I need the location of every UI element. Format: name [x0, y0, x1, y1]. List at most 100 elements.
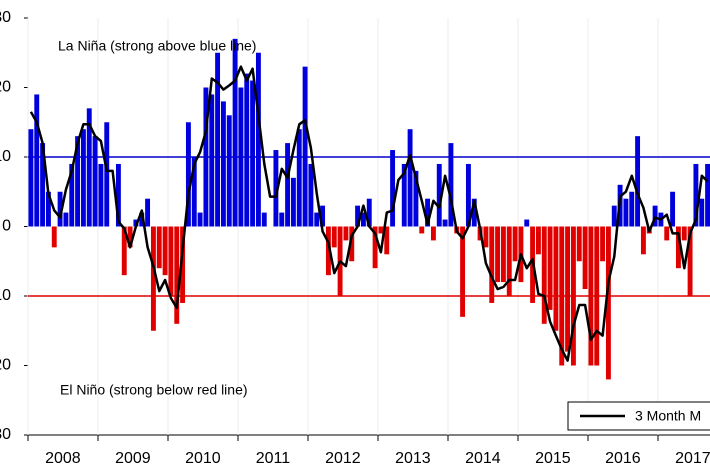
bar — [355, 205, 361, 227]
bar — [600, 226, 606, 262]
bar — [500, 226, 506, 283]
bar — [635, 136, 641, 227]
bar — [104, 122, 110, 227]
bar — [273, 150, 279, 227]
bar — [465, 163, 471, 227]
bar — [220, 101, 226, 227]
bar — [197, 212, 203, 227]
bar — [174, 226, 180, 324]
bar — [343, 226, 349, 241]
bar — [693, 163, 699, 227]
bar — [541, 226, 547, 324]
bar — [594, 226, 600, 366]
bar — [430, 226, 436, 241]
bar — [442, 219, 448, 227]
bar — [244, 73, 250, 227]
bar — [349, 226, 355, 262]
x-tick-label: 2011 — [256, 450, 291, 467]
bar — [664, 226, 670, 241]
bar — [127, 226, 133, 248]
bar — [559, 226, 565, 366]
bar — [51, 226, 57, 248]
bar — [448, 143, 454, 227]
bar — [232, 38, 238, 227]
x-tick-label: 2017 — [675, 450, 710, 467]
bar — [460, 226, 466, 317]
bar — [314, 212, 320, 227]
moving-average-line — [29, 65, 709, 362]
bar — [191, 157, 197, 227]
bar — [121, 226, 127, 276]
bar — [687, 226, 693, 296]
bar — [255, 52, 261, 227]
bar — [145, 198, 151, 227]
bar — [565, 226, 571, 352]
bar — [98, 163, 104, 227]
bar — [238, 87, 244, 227]
bar — [407, 129, 413, 227]
bar — [296, 129, 302, 227]
bar — [168, 226, 174, 296]
bar — [390, 150, 396, 227]
bar — [699, 198, 705, 227]
bar — [483, 226, 489, 248]
bar — [670, 191, 676, 227]
x-tick-label: 2010 — [185, 450, 221, 467]
bar — [576, 226, 582, 262]
bar — [419, 226, 425, 234]
bar — [92, 136, 98, 227]
bar — [413, 170, 419, 227]
bar — [150, 226, 156, 331]
bar — [185, 122, 191, 227]
bar — [139, 212, 145, 227]
x-tick-label: 2014 — [465, 450, 501, 467]
bar — [28, 129, 34, 227]
bar — [401, 163, 407, 227]
bar — [705, 163, 710, 227]
bar — [34, 94, 40, 227]
x-tick-label: 2015 — [535, 450, 571, 467]
bar — [553, 226, 559, 331]
x-tick-label: 2012 — [325, 450, 361, 467]
y-tick-label: -30 — [0, 426, 11, 443]
bar — [506, 226, 512, 296]
bar — [80, 129, 86, 227]
y-tick-label: -10 — [0, 287, 11, 304]
bar — [115, 163, 121, 227]
bar — [331, 226, 337, 248]
bar — [582, 226, 588, 290]
y-tick-label: 10 — [0, 148, 11, 165]
bar — [45, 191, 51, 227]
y-tick-label: 20 — [0, 79, 11, 96]
bar — [209, 94, 215, 227]
bar — [570, 226, 576, 366]
bar — [378, 226, 384, 234]
bar — [226, 115, 232, 227]
bar — [63, 212, 69, 227]
y-tick-label: 30 — [0, 9, 11, 26]
bar — [156, 226, 162, 269]
bar — [308, 163, 314, 227]
y-tick-label: 0 — [2, 218, 11, 235]
bar — [57, 191, 63, 227]
bar — [652, 205, 658, 227]
bar — [250, 80, 256, 227]
bar — [547, 226, 553, 310]
bar — [285, 143, 291, 227]
bar — [605, 226, 611, 380]
x-tick-label: 2016 — [605, 450, 641, 467]
x-tick-label: 2008 — [45, 450, 81, 467]
bar — [489, 226, 495, 303]
bar — [629, 191, 635, 227]
bar — [623, 198, 629, 227]
bar — [640, 226, 646, 255]
legend-label: 3 Month M — [635, 408, 701, 424]
y-tick-label: -20 — [0, 357, 11, 374]
bar — [325, 226, 331, 276]
bar — [512, 226, 518, 262]
bar — [471, 198, 477, 227]
bar — [425, 198, 431, 227]
bar — [261, 212, 267, 227]
bar — [524, 219, 530, 227]
bar — [69, 163, 75, 227]
